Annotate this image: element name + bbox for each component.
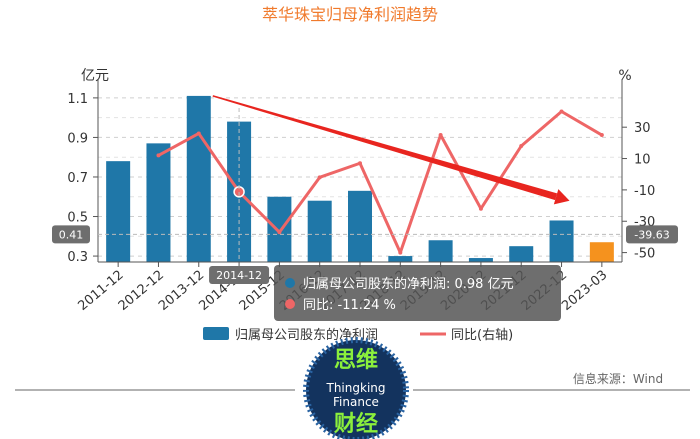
left-tick-label: 0.7 (67, 171, 88, 186)
yoy-point-2018-12[interactable] (398, 250, 403, 255)
yoy-point-2020-12[interactable] (478, 206, 483, 211)
bar-2011-12[interactable] (106, 161, 131, 262)
legend-bar-swatch[interactable] (203, 327, 229, 340)
bar-series (106, 95, 614, 262)
line-series (156, 109, 604, 255)
legend: 归属母公司股东的净利润 同比(右轴) (203, 327, 513, 343)
bar-2021-12[interactable] (509, 246, 534, 262)
tooltip-line-marker (285, 299, 295, 309)
legend-bar-label[interactable]: 归属母公司股东的净利润 (235, 327, 378, 343)
right-tick-label: -10 (634, 184, 655, 199)
trend-arrow-shaft (212, 95, 558, 201)
x-tick-label: 2023-03 (559, 268, 610, 314)
bar-2017-12[interactable] (348, 190, 372, 262)
yoy-point-2017-12[interactable] (358, 161, 362, 166)
crosshair-left-badge-text: 0.41 (59, 228, 84, 241)
legend-line-label[interactable]: 同比(右轴) (451, 328, 513, 343)
left-tick-label: 0.5 (67, 211, 88, 226)
yoy-point-2016-12[interactable] (317, 175, 322, 180)
yoy-point-2015-12[interactable] (277, 230, 282, 235)
right-tick-label: 10 (634, 153, 651, 168)
bar-2016-12[interactable] (307, 200, 332, 262)
right-tick-label: -50 (634, 247, 655, 262)
trend-arrow-head (553, 189, 570, 205)
yoy-point-2022-12[interactable] (559, 109, 564, 114)
left-axis: 0.3 0.5 0.7 0.9 1.1 (67, 80, 99, 265)
yoy-point-2021-12[interactable] (519, 144, 524, 148)
crosshair-x-badge-text: 2014-12 (216, 269, 262, 282)
tooltip-row-1: 归属母公司股东的净利润: 0.98 亿元 (303, 276, 514, 292)
trend-arrow (212, 95, 570, 205)
crosshair: 0.41 -39.63 2014-12 (52, 108, 678, 284)
left-tick-label: 0.9 (67, 131, 88, 146)
bar-2019-12[interactable] (428, 240, 453, 262)
bar-2020-12[interactable] (468, 258, 493, 262)
bar-2015-12[interactable] (267, 196, 292, 262)
yoy-line[interactable] (157, 110, 603, 255)
yoy-point-2013-12[interactable] (196, 131, 201, 136)
logo-line-2: Thingking (326, 381, 386, 395)
right-axis-unit: % (618, 68, 631, 84)
tooltip: 归属母公司股东的净利润: 0.98 亿元 同比: -11.24 % (274, 265, 561, 321)
logo-line-1: 思维 (334, 347, 378, 373)
tooltip-row-2: 同比: -11.24 % (303, 298, 396, 313)
yoy-point-2012-12[interactable] (156, 153, 161, 158)
bar-2018-12[interactable] (388, 256, 413, 262)
crosshair-right-badge-text: -39.63 (634, 228, 669, 241)
bar-2013-12[interactable] (186, 95, 211, 262)
bar-2023-03[interactable] (589, 242, 614, 262)
right-tick-label: 30 (634, 121, 651, 136)
bar-2012-12[interactable] (146, 143, 171, 262)
source-note: 信息来源：Wind (573, 371, 663, 386)
bar-2022-12[interactable] (549, 220, 574, 262)
left-axis-unit: 亿元 (81, 68, 109, 84)
thinking-finance-logo: 思维 Thingking Finance 财经 (303, 337, 409, 439)
left-tick-label: 1.1 (67, 92, 88, 107)
crosshair-x-badge: 2014-12 (209, 266, 270, 284)
crosshair-right-badge: -39.63 (626, 225, 678, 244)
logo-line-4: 财经 (334, 411, 378, 437)
yoy-point-2019-12[interactable] (438, 133, 443, 138)
tooltip-bar-marker (285, 278, 295, 288)
yoy-point-2023-03[interactable] (599, 133, 604, 138)
logo-line-3: Finance (333, 395, 379, 409)
chart-title: 萃华珠宝归母净利润趋势 (262, 5, 438, 24)
crosshair-left-badge: 0.41 (52, 225, 90, 244)
left-tick-label: 0.3 (67, 250, 88, 265)
